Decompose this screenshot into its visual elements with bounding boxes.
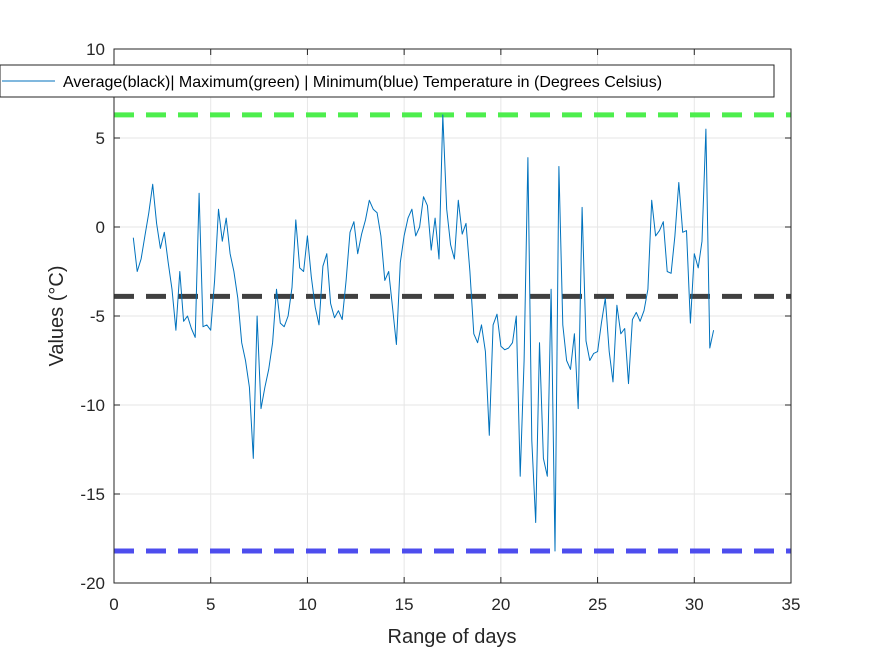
- y-tick-labels: -20 -15 -10 -5 0 5 10: [80, 40, 105, 593]
- x-tick-label: 20: [491, 595, 510, 614]
- y-tick-label: -5: [90, 307, 105, 326]
- x-tick-label: 0: [109, 595, 118, 614]
- x-tick-label: 10: [298, 595, 317, 614]
- temperature-series-line: [132, 114, 715, 552]
- legend-entry: Average(black)| Maximum(green) | Minimum…: [63, 74, 662, 91]
- y-axis-label: Values (°C): [46, 266, 68, 367]
- x-tick-labels: 0 5 10 15 20 25 30 35: [109, 595, 800, 614]
- y-tick-label: 0: [96, 218, 105, 237]
- y-tick-label: -20: [80, 574, 105, 593]
- x-tick-label: 25: [588, 595, 607, 614]
- x-tick-label: 15: [395, 595, 414, 614]
- y-tick-label: -15: [80, 485, 105, 504]
- reference-lines: [114, 112, 791, 554]
- x-tick-label: 35: [782, 595, 801, 614]
- x-tick-label: 30: [685, 595, 704, 614]
- legend-box: [0, 64, 775, 98]
- x-axis-label: Range of days: [388, 626, 517, 648]
- y-tick-label: 10: [86, 40, 105, 59]
- legend: Average(black)| Maximum(green) | Minimum…: [0, 64, 775, 98]
- x-tick-label: 5: [206, 595, 215, 614]
- y-tick-label: 5: [96, 129, 105, 148]
- series-group: [132, 114, 715, 552]
- ticks: [113, 48, 792, 584]
- y-tick-label: -10: [80, 396, 105, 415]
